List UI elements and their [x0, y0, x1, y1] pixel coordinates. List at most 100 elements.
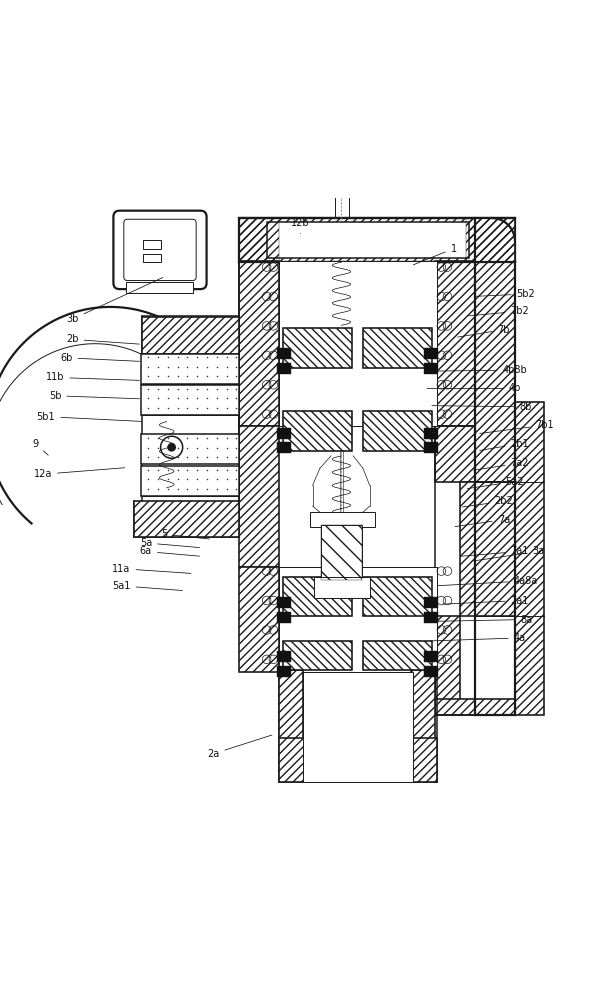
Bar: [435, 616, 460, 702]
Text: 8b: 8b: [432, 402, 532, 412]
Text: 4a: 4a: [431, 633, 526, 643]
Bar: [239, 426, 279, 567]
Text: 5b1: 5b1: [37, 412, 141, 422]
Bar: [435, 426, 475, 482]
Bar: [239, 426, 279, 567]
Bar: [141, 434, 239, 464]
Text: 8a: 8a: [435, 615, 532, 625]
Bar: [126, 282, 193, 293]
Bar: [411, 670, 435, 739]
Bar: [283, 577, 352, 616]
Bar: [277, 666, 291, 677]
Text: 2b: 2b: [66, 334, 139, 344]
Bar: [435, 699, 515, 715]
Text: 7b2: 7b2: [469, 306, 529, 316]
Bar: [267, 222, 469, 258]
Circle shape: [168, 444, 175, 451]
Bar: [475, 218, 515, 482]
Bar: [277, 597, 291, 608]
Bar: [239, 567, 279, 672]
Bar: [363, 577, 432, 616]
Bar: [424, 428, 438, 439]
Text: 1: 1: [413, 244, 457, 265]
Bar: [321, 525, 362, 580]
Bar: [321, 525, 362, 580]
Bar: [466, 218, 515, 262]
Bar: [515, 402, 544, 715]
Bar: [279, 670, 303, 739]
Bar: [279, 567, 437, 672]
Bar: [363, 641, 432, 670]
Bar: [277, 348, 291, 359]
Text: 5a1: 5a1: [112, 581, 182, 591]
Bar: [277, 428, 291, 439]
Bar: [303, 672, 413, 782]
Text: 2b2: 2b2: [462, 496, 513, 507]
Text: 7b1: 7b1: [479, 420, 554, 433]
Bar: [310, 512, 375, 527]
Text: 4b8b: 4b8b: [426, 365, 527, 375]
Text: 4b: 4b: [427, 383, 521, 393]
Bar: [283, 328, 352, 368]
Bar: [277, 651, 291, 662]
Bar: [435, 261, 475, 426]
Text: 6b: 6b: [60, 353, 139, 363]
Bar: [314, 577, 370, 598]
Bar: [239, 218, 279, 262]
Text: 7a2: 7a2: [473, 458, 529, 470]
Text: 2a: 2a: [207, 735, 272, 759]
Bar: [142, 317, 239, 354]
Bar: [283, 641, 352, 670]
Bar: [143, 240, 161, 249]
Bar: [363, 411, 432, 451]
Bar: [363, 641, 432, 670]
Text: 5b2: 5b2: [475, 289, 535, 299]
Bar: [363, 411, 432, 451]
Text: 11a: 11a: [112, 564, 191, 574]
Text: 5a2: 5a2: [467, 477, 524, 489]
Bar: [277, 442, 291, 453]
Bar: [515, 402, 544, 715]
Bar: [435, 261, 475, 426]
Bar: [239, 218, 515, 262]
Bar: [424, 597, 438, 608]
Bar: [363, 328, 432, 368]
Text: 7a: 7a: [455, 515, 510, 527]
Bar: [466, 218, 515, 262]
Bar: [424, 442, 438, 453]
Text: 7b: 7b: [457, 325, 510, 337]
Bar: [279, 738, 437, 782]
Text: 5a: 5a: [140, 538, 199, 548]
Bar: [424, 612, 438, 623]
Bar: [424, 348, 438, 359]
Bar: [134, 501, 239, 537]
Text: 3b: 3b: [66, 277, 163, 324]
Bar: [435, 616, 460, 702]
Bar: [277, 612, 291, 623]
Bar: [239, 567, 279, 672]
Text: 2a1: 2a1: [443, 596, 529, 606]
Bar: [283, 411, 352, 451]
Bar: [141, 466, 239, 496]
Bar: [283, 577, 352, 616]
Bar: [475, 218, 515, 482]
Text: 11b: 11b: [46, 372, 139, 382]
Text: 9: 9: [32, 439, 48, 455]
Bar: [363, 577, 432, 616]
Bar: [460, 482, 515, 616]
Text: 6a: 6a: [140, 546, 199, 556]
Bar: [435, 699, 515, 715]
Text: 5: 5: [161, 529, 209, 539]
FancyBboxPatch shape: [124, 219, 196, 281]
Bar: [279, 261, 437, 426]
Text: 12a: 12a: [34, 468, 124, 479]
Bar: [141, 354, 239, 384]
Text: 3a: 3a: [473, 546, 544, 561]
Bar: [435, 426, 475, 482]
Bar: [283, 411, 352, 451]
Bar: [239, 261, 279, 426]
Bar: [411, 670, 435, 739]
Bar: [283, 328, 352, 368]
Text: 4a8a: 4a8a: [438, 576, 538, 586]
Text: 12b: 12b: [291, 218, 310, 234]
